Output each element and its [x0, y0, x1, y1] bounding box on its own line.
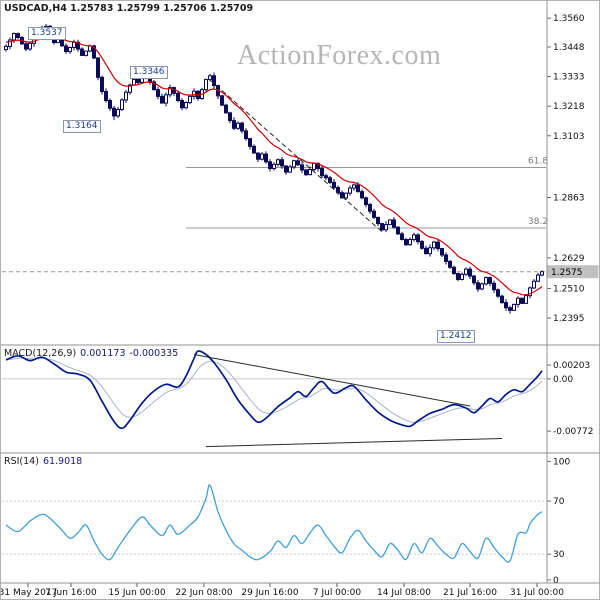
rsi-axis-label: 30: [553, 550, 565, 560]
rsi-axis-label: 0: [553, 576, 559, 586]
fib-level-label: 38.2: [528, 217, 548, 227]
price-axis-label: 1.3103: [553, 132, 585, 142]
price-annotation: 1.3346: [130, 66, 168, 79]
price-axis-label: 1.2510: [553, 284, 585, 294]
date-axis-label: 14 Jul 08:00: [377, 588, 431, 598]
macd-readout: MACD(12,26,9) 0.001173 -0.000335: [4, 348, 182, 359]
price-axis-label: 1.3560: [553, 14, 585, 24]
macd-axis-label: 0.00: [553, 375, 573, 385]
macd-signal-line: [5, 357, 543, 423]
price-axis-label: 1.2863: [553, 194, 585, 204]
price-annotation: 1.3164: [63, 120, 101, 133]
macd-axis-label: 0.00203: [553, 361, 590, 371]
macd-panel: [2, 350, 546, 448]
macd-label: MACD(12,26,9): [4, 348, 77, 359]
rsi-line: [5, 484, 543, 563]
macd-axis-label: -0.00772: [553, 427, 593, 437]
price-axis-label: 1.3218: [553, 102, 585, 112]
descending-trendline[interactable]: [209, 79, 383, 233]
current-price-tag: [547, 265, 599, 279]
macd-signal-value: -0.000335: [129, 348, 179, 359]
price-annotation: 1.3537: [28, 27, 66, 40]
moving-average-line: [5, 35, 543, 296]
date-axis-label: 22 Jun 08:00: [175, 588, 232, 598]
macd-trendline[interactable]: [193, 353, 471, 407]
date-axis-label: 15 Jun 00:00: [108, 588, 165, 598]
symbol-ohlc-readout: USDCAD,H4 1.25783 1.25799 1.25706 1.2570…: [4, 3, 254, 14]
macd-trendline[interactable]: [205, 437, 503, 448]
rsi-value: 61.9018: [42, 456, 83, 467]
price-annotation: 1.2412: [437, 330, 475, 343]
price-axis-label: 1.3333: [553, 73, 585, 83]
date-axis-label: 31 May 2017: [0, 588, 57, 598]
fib-level-label: 61.8: [528, 156, 548, 166]
rsi-axis-label: 70: [553, 497, 565, 507]
date-axis-label: 7 Jul 00:00: [313, 588, 362, 598]
watermark: ActionForex.com: [237, 40, 442, 71]
date-axis-label: 7 Jun 16:00: [45, 588, 97, 598]
price-axis-label: 1.2395: [553, 314, 585, 324]
price-axis-label: 1.3448: [553, 43, 585, 53]
rsi-readout: RSI(14) 61.9018: [4, 456, 86, 467]
rsi-axis-label: 100: [553, 457, 570, 467]
rsi-label: RSI(14): [4, 456, 39, 467]
macd-line: [5, 350, 543, 430]
candlesticks: [4, 24, 544, 314]
main-panel: 61.8 38.2: [2, 24, 548, 314]
price-axis[interactable]: 1.3560 1.3448 1.3333 1.3218 1.3103 1.2863 1.26…: [547, 14, 599, 586]
current-price-label: 1.2575: [551, 268, 583, 278]
price-axis-label: 1.2629: [553, 254, 585, 264]
date-axis-label: 29 Jun 16:00: [241, 588, 298, 598]
rsi-panel: [2, 484, 546, 563]
macd-main-value: 0.001173: [80, 348, 126, 359]
date-axis-label: 21 Jul 16:00: [443, 588, 497, 598]
date-axis-label: 31 Jul 00:00: [510, 588, 564, 598]
